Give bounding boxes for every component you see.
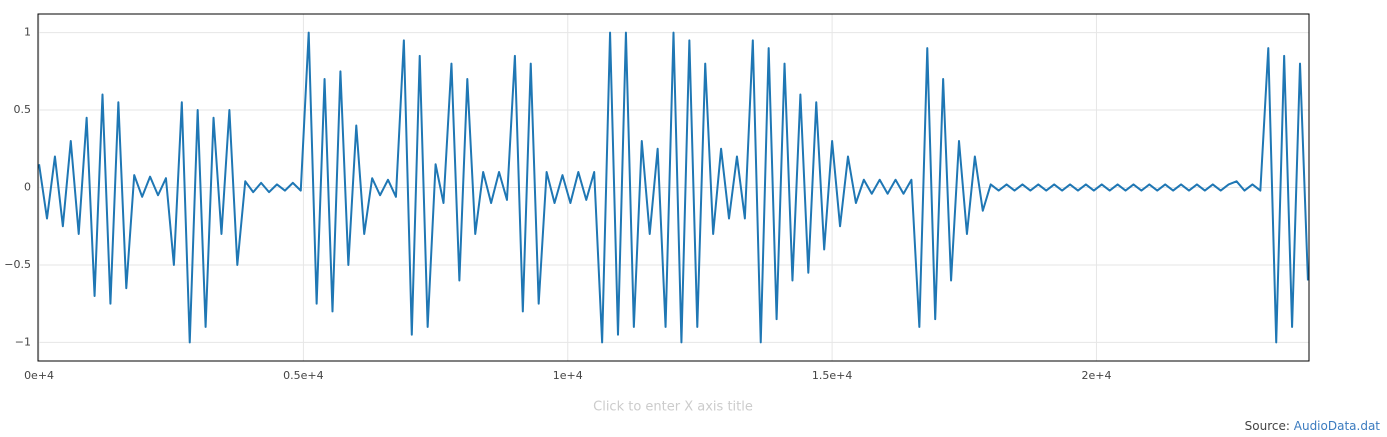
waveform [38,31,1309,344]
source-link[interactable]: AudioData.dat [1294,419,1381,433]
plot-frame [37,13,1310,362]
x-tick-label: 0.5e+4 [283,369,323,382]
y-tick-label: 0.5 [14,103,32,116]
source: Source: AudioData.dat [1245,419,1381,433]
x-tick-label: 2e+4 [1081,369,1111,382]
x-tick-label: 1.5e+4 [812,369,852,382]
y-tick-label: 0 [24,181,31,194]
source-label: Source: [1245,419,1290,433]
y-tick-label: 1 [24,26,31,39]
x-axis-title[interactable]: Click to enter X axis title [593,400,753,415]
x-tick-label: 1e+4 [553,369,583,382]
y-tick-label: −1 [15,335,31,348]
y-tick-label: −0.5 [4,258,31,271]
x-tick-label: 0e+4 [24,369,54,382]
